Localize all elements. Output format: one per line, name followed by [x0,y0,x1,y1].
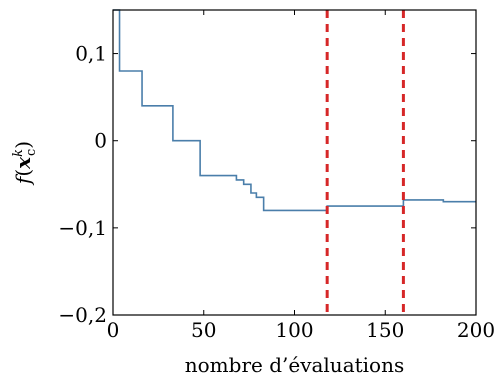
x-axis-title: nombre d’évaluations [185,353,404,377]
y-tick-label: 0 [94,129,107,153]
x-tick-label: 100 [275,318,313,342]
x-tick-label: 0 [107,318,120,342]
chart-marks [113,9,476,315]
y-axis-title-text: f(xkc) [11,141,39,186]
axis-tick-labels: 0 50 100 150 200 −0,2 −0,1 0 0,1 [58,42,495,342]
x-tick-label: 50 [191,318,216,342]
series-line-0 [113,9,476,212]
y-axis-title: f(xkc) [11,141,39,186]
y-tick-label: 0,1 [75,42,107,66]
axis-ticks [112,10,477,316]
plot-frame [112,9,477,316]
x-tick-label: 150 [366,318,404,342]
y-tick-label: −0,2 [58,303,107,327]
x-tick-label: 200 [457,318,495,342]
y-tick-label: −0,1 [58,216,107,240]
